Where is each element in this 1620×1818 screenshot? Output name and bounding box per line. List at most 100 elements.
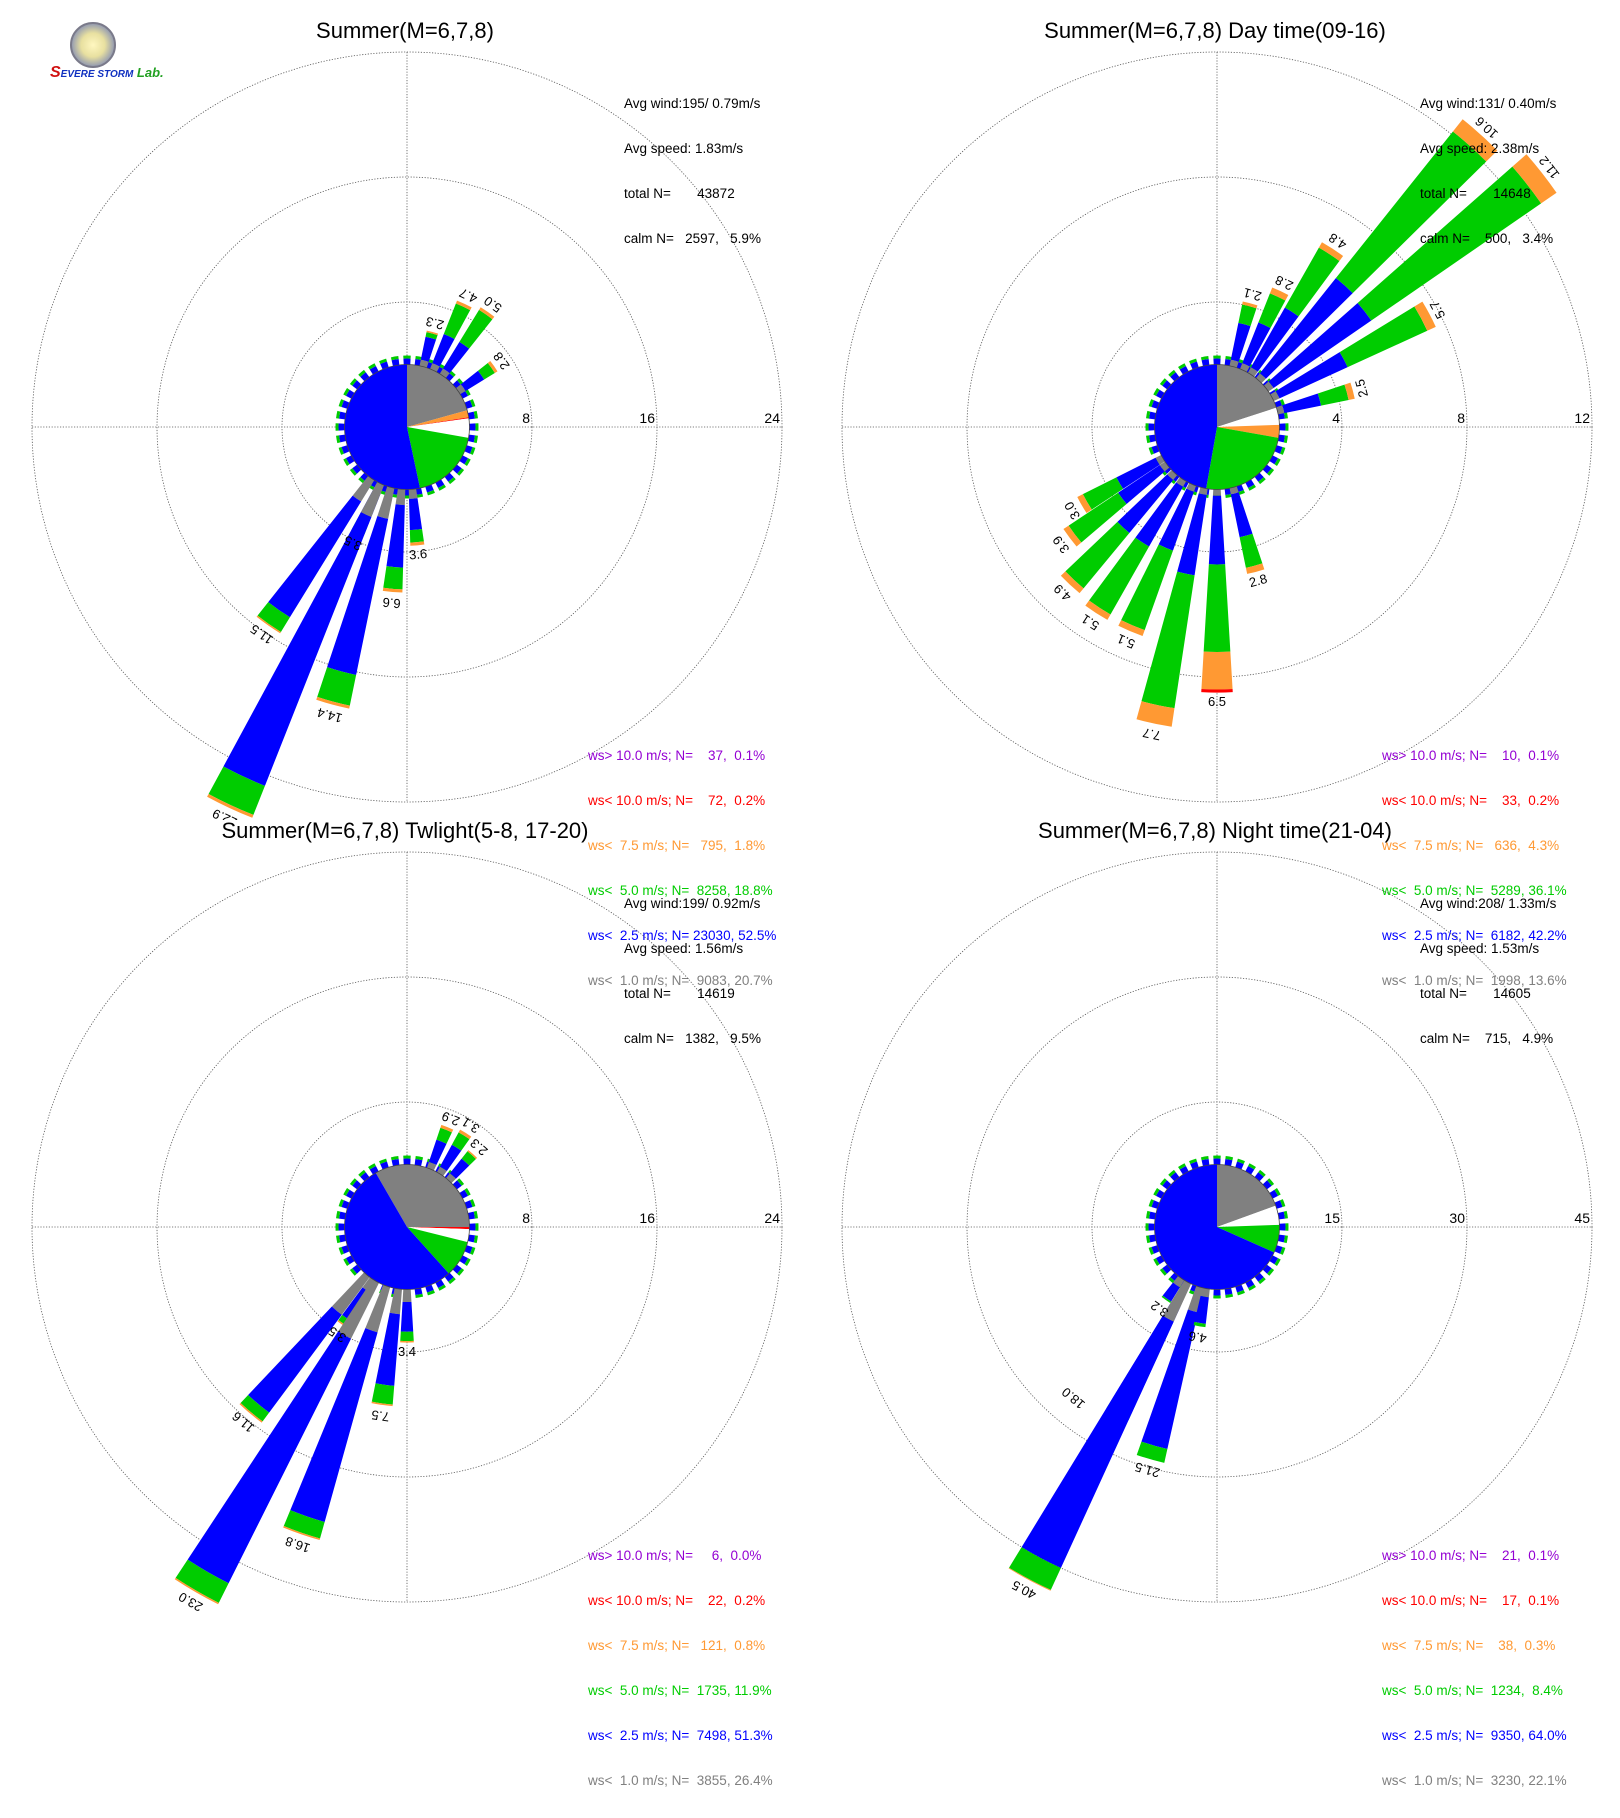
calm-pie-slice-lt25 bbox=[1154, 1164, 1275, 1290]
mini-bar-green bbox=[1213, 1155, 1221, 1159]
spoke-segment-lt75 bbox=[1269, 287, 1289, 301]
avg-speed: Avg speed: 2.38m/s bbox=[1420, 141, 1540, 156]
avg-wind: Avg wind:208/ 1.33m/s bbox=[1420, 896, 1557, 911]
mini-bar-green bbox=[457, 1178, 465, 1186]
legend-gt10: ws> 10.0 m/s; N= 37, 0.1% bbox=[588, 748, 766, 763]
mini-bar-green bbox=[343, 1258, 350, 1266]
calm-pie-slice-white bbox=[1217, 407, 1280, 427]
mini-bar-blue bbox=[380, 1161, 389, 1170]
spoke-segment-lt5 bbox=[1136, 1441, 1168, 1463]
spoke-value-label: 2.1 bbox=[1242, 285, 1263, 304]
mini-bar-blue bbox=[360, 1172, 370, 1182]
legend-gt10: ws> 10.0 m/s; N= 10, 0.1% bbox=[1382, 748, 1560, 763]
mini-bar-blue bbox=[1148, 423, 1155, 431]
mini-bar-green bbox=[1189, 1158, 1197, 1164]
legend-lt1: ws< 1.0 m/s; N= 3230, 22.1% bbox=[1382, 1773, 1567, 1788]
spoke-segment-lt75 bbox=[455, 300, 472, 311]
calm-pie-slice-lt25 bbox=[344, 364, 420, 490]
calm-n: calm N= 715, 4.9% bbox=[1420, 1031, 1554, 1046]
calm-pie-slice-lt10 bbox=[407, 417, 469, 427]
mini-bar-blue bbox=[1224, 1159, 1233, 1167]
mini-bar-green bbox=[1148, 1199, 1154, 1207]
mini-bar-green bbox=[473, 435, 478, 444]
stats-block: Avg wind:131/ 0.40m/s Avg speed: 2.38m/s… bbox=[1420, 66, 1556, 276]
mini-bar-blue bbox=[338, 423, 345, 431]
tick-label: 24 bbox=[764, 1210, 780, 1226]
spoke-segment-lt25 bbox=[1268, 303, 1372, 388]
mini-bar-blue bbox=[1170, 1172, 1180, 1182]
mini-bar-blue bbox=[464, 400, 473, 409]
mini-bar-green bbox=[1145, 1223, 1149, 1231]
mini-bar-green bbox=[349, 1268, 357, 1276]
mini-bar-green bbox=[1153, 1188, 1160, 1196]
spoke-segment-lt1 bbox=[377, 486, 395, 519]
spoke-value-label: 2.5 bbox=[1352, 378, 1371, 399]
spoke-segment-lt75 bbox=[382, 587, 403, 593]
spoke-value-label: 5.1 bbox=[1078, 611, 1101, 633]
mini-bar-green bbox=[464, 1258, 471, 1266]
mini-bar-blue bbox=[1162, 1264, 1172, 1274]
mini-bar-green bbox=[390, 1156, 399, 1161]
mini-bar-green bbox=[1213, 355, 1221, 359]
mini-bar-green bbox=[358, 369, 366, 377]
total-n: total N= 14619 bbox=[624, 986, 735, 1001]
spoke-segment-lt75 bbox=[207, 793, 254, 818]
legend-lt75: ws< 7.5 m/s; N= 121, 0.8% bbox=[588, 1638, 766, 1653]
legend-gt10: ws> 10.0 m/s; N= 6, 0.0% bbox=[588, 1548, 762, 1563]
spoke-segment-lt25 bbox=[1208, 495, 1226, 565]
mini-bar-blue bbox=[467, 411, 475, 420]
spoke-segment-lt10 bbox=[1201, 689, 1233, 693]
mini-bar-blue bbox=[1190, 1161, 1199, 1170]
spoke-segment-lt5 bbox=[1238, 304, 1257, 327]
mini-bar-blue bbox=[452, 1180, 462, 1190]
mini-bar-green bbox=[1153, 1258, 1160, 1266]
mini-bar-blue bbox=[1149, 1211, 1157, 1220]
mini-bar-green bbox=[336, 1235, 341, 1244]
mini-bar-green bbox=[335, 1223, 339, 1231]
mini-bar-blue bbox=[1254, 472, 1264, 482]
mini-bar-blue bbox=[341, 400, 350, 409]
tick-label: 15 bbox=[1324, 1210, 1340, 1226]
spoke-segment-lt25 bbox=[420, 336, 437, 362]
legend-lt1: ws< 1.0 m/s; N= 9083, 20.7% bbox=[588, 973, 773, 988]
mini-bar-blue bbox=[1235, 1284, 1244, 1293]
legend-lt5: ws< 5.0 m/s; N= 1735, 11.9% bbox=[588, 1683, 772, 1698]
mini-bar-green bbox=[448, 477, 456, 485]
mini-bar-green bbox=[473, 1210, 478, 1219]
spoke-segment-lt25 bbox=[1158, 488, 1194, 551]
mini-bar-blue bbox=[1262, 464, 1272, 474]
spoke-segment-lt5 bbox=[478, 362, 495, 380]
spoke-segment-lt25 bbox=[1141, 1309, 1198, 1450]
spoke-segment-lt25 bbox=[460, 370, 485, 391]
mini-bar-green bbox=[403, 495, 411, 499]
mini-bar-green bbox=[1258, 1277, 1266, 1285]
mini-bar-green bbox=[1225, 1156, 1234, 1161]
spoke-segment-lt1 bbox=[352, 475, 375, 502]
mini-bar-green bbox=[343, 388, 350, 396]
mini-bar-blue bbox=[352, 1264, 362, 1274]
spoke-value-label: 16.8 bbox=[283, 1534, 312, 1556]
chart-title: Summer(M=6,7,8) bbox=[316, 18, 494, 43]
legend-lt1: ws< 1.0 m/s; N= 1998, 13.6% bbox=[1382, 973, 1567, 988]
mini-bar-green bbox=[343, 458, 350, 466]
calm-pie-outline bbox=[1154, 1164, 1280, 1290]
windrose-svg: 4 8 122.12.84.810.611.25.72.53.03.94.95.15… bbox=[841, 51, 1593, 803]
spoke-segment-lt5 bbox=[1357, 166, 1542, 321]
spoke-segment-lt5 bbox=[208, 766, 265, 815]
mini-bar-blue bbox=[403, 358, 411, 365]
spoke-segment-lt25 bbox=[1117, 474, 1174, 533]
mini-bar-green bbox=[1159, 1268, 1167, 1276]
spoke-segment-lt1 bbox=[360, 481, 384, 518]
spoke-value-label: 3.4 bbox=[398, 1344, 416, 1359]
mini-bar-green bbox=[1274, 1258, 1281, 1266]
mini-bar-green bbox=[1267, 1178, 1275, 1186]
spoke-segment-lt1 bbox=[1159, 461, 1170, 472]
spoke-segment-lt5 bbox=[1335, 131, 1487, 294]
spoke-segment-lt75 bbox=[1060, 571, 1084, 594]
spoke-segment-lt1 bbox=[455, 384, 466, 395]
spoke-value-label: 2.9 bbox=[440, 1108, 462, 1129]
mini-bar-green bbox=[403, 1155, 411, 1159]
tick-label: 8 bbox=[522, 1210, 530, 1226]
mini-bar-blue bbox=[360, 372, 370, 382]
spoke-segment-lt25 bbox=[1259, 278, 1353, 379]
